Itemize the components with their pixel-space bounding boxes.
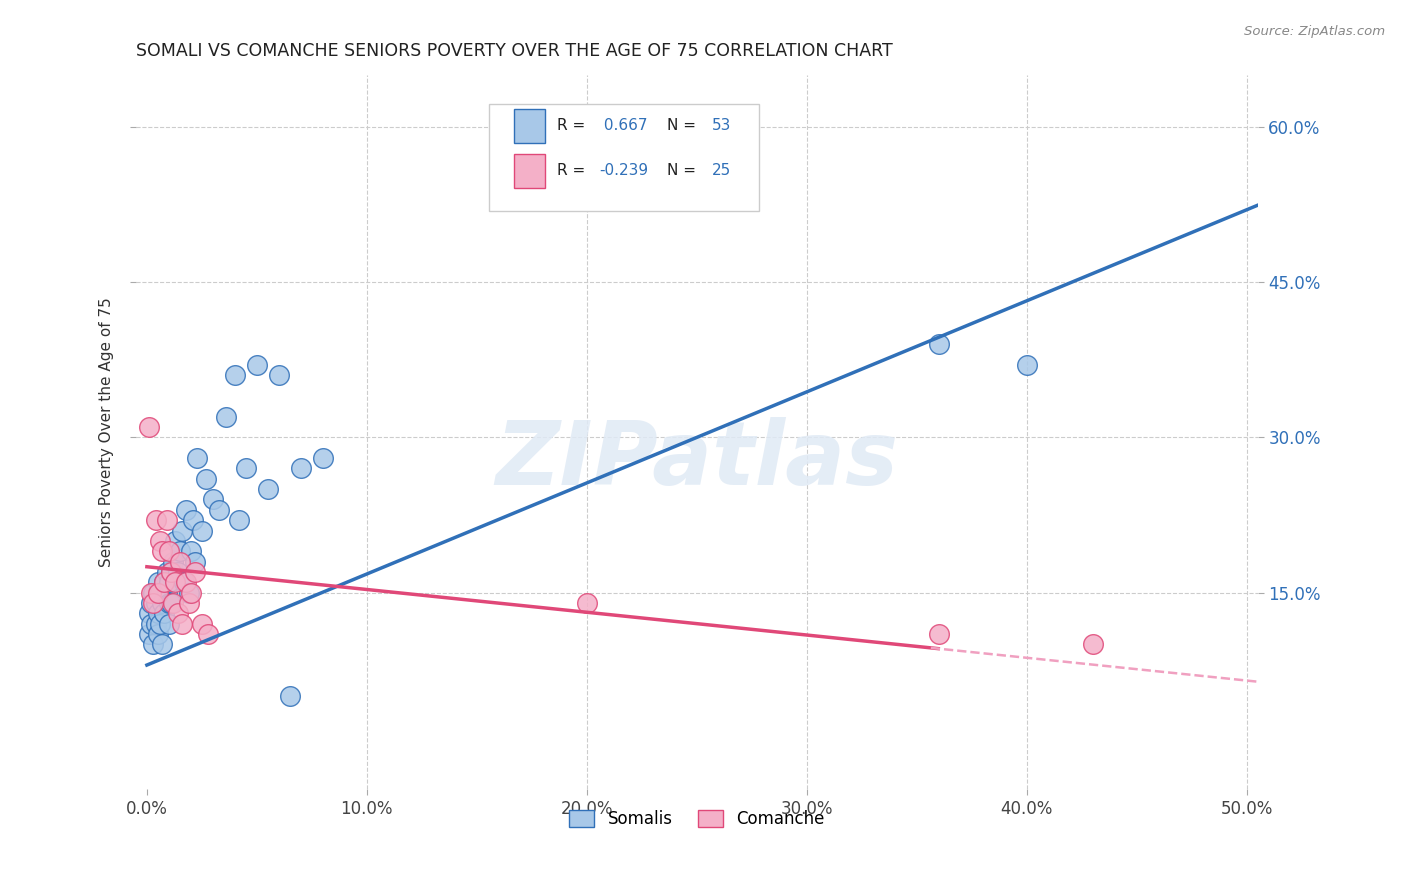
Point [197,627,219,641]
Point [156,585,179,599]
Point [184,555,207,569]
Point [173,575,195,590]
Point [1081,637,1104,651]
Point [312,451,335,466]
Point [278,689,301,703]
Point [928,627,950,641]
Point [146,575,169,590]
Point [160,565,183,579]
Point [165,575,187,590]
Point [172,524,194,538]
Point [181,513,204,527]
FancyBboxPatch shape [515,109,546,143]
Point [156,513,179,527]
Point [186,451,208,466]
Point [267,368,290,383]
Point [208,503,231,517]
Point [153,607,176,621]
Point [157,575,180,590]
Point [141,585,163,599]
Point [160,596,183,610]
Point [201,492,224,507]
Point [1015,358,1038,372]
Point [149,533,172,548]
Text: N =: N = [666,119,700,134]
Point [195,472,218,486]
Point [166,565,188,579]
Point [575,110,598,124]
Point [138,607,160,621]
Point [150,596,173,610]
Text: ZIPatlas: ZIPatlas [495,417,898,504]
Text: Source: ZipAtlas.com: Source: ZipAtlas.com [1244,25,1385,38]
Point [162,596,184,610]
FancyBboxPatch shape [515,153,546,188]
Point [141,596,163,610]
Point [157,616,180,631]
Text: SOMALI VS COMANCHE SENIORS POVERTY OVER THE AGE OF 75 CORRELATION CHART: SOMALI VS COMANCHE SENIORS POVERTY OVER … [136,42,893,60]
Point [149,585,172,599]
Point [160,565,183,579]
Point [146,627,169,641]
Text: 0.667: 0.667 [599,119,648,134]
Point [153,575,176,590]
Text: 25: 25 [711,163,731,178]
Point [180,585,202,599]
Text: R =: R = [557,163,589,178]
Point [146,585,169,599]
Point [146,607,169,621]
Text: 53: 53 [711,119,731,134]
Point [145,513,167,527]
Point [141,616,163,631]
Point [176,575,198,590]
Point [176,503,198,517]
Point [172,616,194,631]
Point [142,637,165,651]
Point [150,637,173,651]
Point [165,533,187,548]
Point [180,544,202,558]
Point [169,544,191,558]
Point [177,596,200,610]
Point [150,544,173,558]
Point [157,596,180,610]
Point [169,555,191,569]
Point [153,575,176,590]
Point [166,607,188,621]
Point [235,461,257,475]
Text: R =: R = [557,119,589,134]
Point [184,565,207,579]
Point [191,616,214,631]
FancyBboxPatch shape [489,103,759,211]
Point [145,616,167,631]
Point [145,596,167,610]
Point [157,544,180,558]
Point [257,482,280,496]
Point [138,627,160,641]
Point [177,585,200,599]
Y-axis label: Seniors Poverty Over the Age of 75: Seniors Poverty Over the Age of 75 [100,297,114,567]
Point [228,513,250,527]
Point [246,358,269,372]
Point [162,555,184,569]
Point [191,524,214,538]
Point [575,596,598,610]
Point [149,616,172,631]
Point [142,596,165,610]
Text: N =: N = [666,163,700,178]
Text: -0.239: -0.239 [599,163,648,178]
Point [156,565,179,579]
Point [928,337,950,351]
Point [224,368,246,383]
Legend: Somalis, Comanche: Somalis, Comanche [562,803,831,834]
Point [290,461,312,475]
Point [215,409,238,424]
Point [138,420,160,434]
Point [142,585,165,599]
